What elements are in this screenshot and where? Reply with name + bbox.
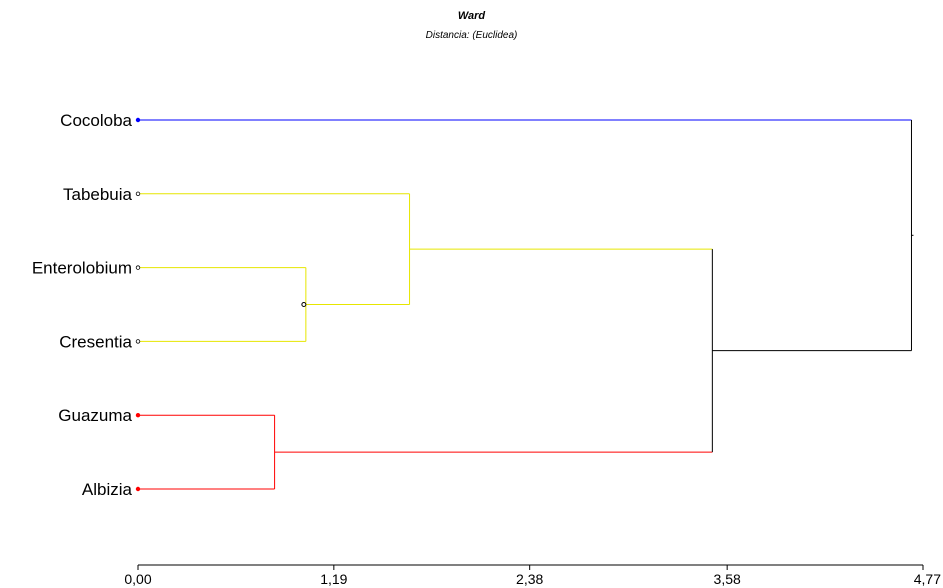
x-tick-label: 1,19 <box>320 571 347 587</box>
leaf-marker <box>135 486 141 492</box>
leaf-label: Tabebuia <box>63 185 133 204</box>
leaf-label: Cocoloba <box>60 111 132 130</box>
leaf-label: Guazuma <box>58 406 132 425</box>
leaf-label: Enterolobium <box>32 259 132 278</box>
dendrogram-branches <box>138 119 914 490</box>
leaf-markers <box>135 117 307 492</box>
x-tick-label: 3,58 <box>714 571 741 587</box>
x-tick-label: 4,77 <box>914 571 941 587</box>
leaf-marker <box>135 117 141 123</box>
x-axis: 0,00 1,19 2,38 3,58 4,77 <box>124 564 941 587</box>
leaf-marker <box>135 339 141 344</box>
x-tick-label: 2,38 <box>516 571 543 587</box>
leaf-label: Cresentia <box>59 332 132 351</box>
chart-subtitle: Distancia: (Euclidea) <box>425 30 518 41</box>
x-tick-label: 0,00 <box>124 571 151 587</box>
chart-title: Ward <box>457 10 486 22</box>
leaf-label: Albizia <box>82 480 133 499</box>
node-marker <box>301 302 307 307</box>
leaf-marker <box>135 413 141 418</box>
leaf-marker <box>135 191 141 196</box>
leaf-marker <box>135 265 141 270</box>
leaf-labels: Cocoloba Tabebuia Enterolobium Cresentia Gua… <box>32 111 133 499</box>
